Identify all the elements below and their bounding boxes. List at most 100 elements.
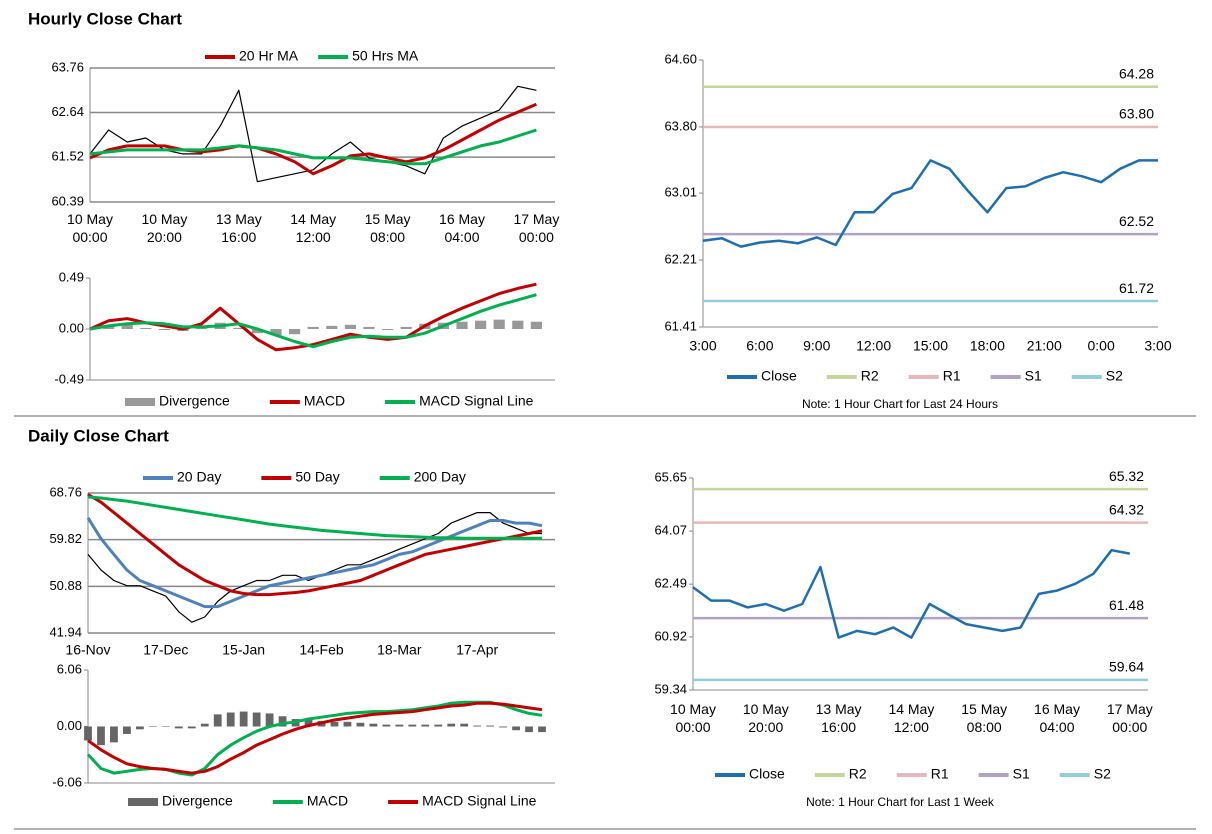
legend-label: R2 bbox=[861, 368, 879, 384]
legend-swatch bbox=[128, 798, 158, 806]
series-line bbox=[87, 495, 542, 540]
legend-label: Close bbox=[749, 766, 785, 782]
x-tick-label: 15 May 08:00 bbox=[961, 701, 1007, 735]
legend-label: R2 bbox=[849, 766, 867, 782]
x-tick-label: 15 May 08:00 bbox=[365, 211, 411, 245]
bar bbox=[103, 325, 115, 329]
legend-label: S2 bbox=[1094, 766, 1111, 782]
bar bbox=[200, 723, 209, 727]
y-tick-label: 60.39 bbox=[51, 193, 84, 208]
bar bbox=[400, 326, 412, 329]
level-label: 61.48 bbox=[1109, 597, 1144, 613]
bar bbox=[278, 716, 287, 727]
y-tick-label: 62.64 bbox=[51, 104, 84, 119]
bar bbox=[161, 726, 170, 727]
legend-label: R1 bbox=[943, 368, 961, 384]
bar bbox=[307, 326, 319, 329]
x-tick-label: 15:00 bbox=[913, 338, 948, 354]
bar bbox=[456, 321, 468, 329]
legend-label: 20 Hr MA bbox=[239, 48, 299, 64]
series-line bbox=[692, 548, 1131, 639]
bar bbox=[343, 721, 352, 727]
bar bbox=[110, 726, 118, 743]
bar bbox=[382, 329, 394, 331]
level-label: 65.32 bbox=[1109, 468, 1144, 484]
x-tick-label: 13 May 16:00 bbox=[816, 701, 862, 735]
x-tick-label: 14 May 12:00 bbox=[290, 211, 336, 245]
level-label: 61.72 bbox=[1119, 280, 1154, 296]
y-tick-label: 60.92 bbox=[654, 628, 687, 643]
level-label: 63.80 bbox=[1119, 106, 1154, 122]
legend-label: Divergence bbox=[159, 393, 230, 409]
y-tick-label: 59.34 bbox=[654, 681, 687, 696]
section-title: Hourly Close Chart bbox=[28, 9, 182, 28]
y-tick-label: 63.76 bbox=[51, 59, 84, 74]
y-tick-label: -0.49 bbox=[54, 371, 84, 386]
y-tick-label: 63.80 bbox=[664, 118, 697, 133]
bar bbox=[251, 329, 263, 334]
legend-label: S1 bbox=[1013, 766, 1030, 782]
legend-label: 50 Hrs MA bbox=[352, 48, 419, 64]
x-tick-label: 15-Jan bbox=[222, 642, 265, 658]
bar bbox=[252, 712, 261, 727]
y-tick-label: 61.41 bbox=[664, 318, 697, 333]
bar bbox=[473, 725, 482, 727]
bar bbox=[330, 721, 339, 727]
legend-label: Close bbox=[761, 368, 797, 384]
bar bbox=[148, 726, 157, 727]
series-line bbox=[86, 700, 543, 777]
x-tick-label: 14 May 12:00 bbox=[888, 701, 934, 735]
bar bbox=[123, 726, 131, 734]
y-tick-label: 62.49 bbox=[654, 576, 687, 591]
x-tick-label: 9:00 bbox=[803, 338, 830, 354]
bar bbox=[239, 711, 248, 727]
legend-label: 200 Day bbox=[414, 469, 466, 485]
legend-swatch bbox=[125, 398, 155, 406]
bar bbox=[187, 726, 196, 729]
chart-note: Note: 1 Hour Chart for Last 24 Hours bbox=[802, 397, 998, 411]
legend-label: 20 Day bbox=[177, 469, 221, 485]
bar bbox=[395, 724, 404, 727]
bar bbox=[233, 327, 245, 329]
series-line bbox=[89, 102, 537, 176]
bar bbox=[363, 326, 375, 329]
series-line bbox=[702, 159, 1158, 248]
bar bbox=[460, 723, 469, 727]
bar bbox=[121, 324, 133, 329]
bar bbox=[174, 726, 183, 729]
bar bbox=[512, 320, 524, 329]
bar bbox=[530, 321, 542, 329]
bar bbox=[408, 724, 417, 727]
bar bbox=[434, 724, 443, 727]
level-label: 64.28 bbox=[1119, 65, 1154, 81]
x-tick-label: 17-Apr bbox=[456, 642, 498, 658]
bar bbox=[140, 327, 152, 329]
x-tick-label: 3:00 bbox=[1144, 338, 1171, 354]
x-tick-label: 17 May 00:00 bbox=[513, 211, 559, 245]
y-tick-label: 68.76 bbox=[49, 484, 82, 499]
bar bbox=[84, 726, 92, 741]
y-tick-label: 62.21 bbox=[664, 251, 697, 266]
y-tick-label: -6.06 bbox=[52, 774, 82, 789]
x-tick-label: 21:00 bbox=[1027, 338, 1062, 354]
bar bbox=[84, 329, 96, 330]
y-tick-label: 0.00 bbox=[57, 718, 82, 733]
bar bbox=[369, 723, 378, 727]
bar bbox=[270, 329, 282, 336]
bar bbox=[304, 719, 313, 727]
legend-label: Divergence bbox=[162, 793, 233, 809]
series-line bbox=[87, 493, 543, 597]
bar bbox=[421, 724, 430, 727]
bar bbox=[447, 723, 456, 727]
y-tick-label: 63.01 bbox=[664, 185, 697, 200]
bar bbox=[326, 325, 338, 329]
legend-label: 50 Day bbox=[295, 469, 339, 485]
y-tick-label: 64.07 bbox=[654, 523, 687, 538]
legend-label: R1 bbox=[931, 766, 949, 782]
y-tick-label: 64.60 bbox=[664, 51, 697, 66]
legend-label: MACD Signal Line bbox=[422, 793, 537, 809]
chart-note: Note: 1 Hour Chart for Last 1 Week bbox=[806, 795, 995, 809]
x-tick-label: 0:00 bbox=[1088, 338, 1115, 354]
x-tick-label: 10 May 20:00 bbox=[743, 701, 789, 735]
